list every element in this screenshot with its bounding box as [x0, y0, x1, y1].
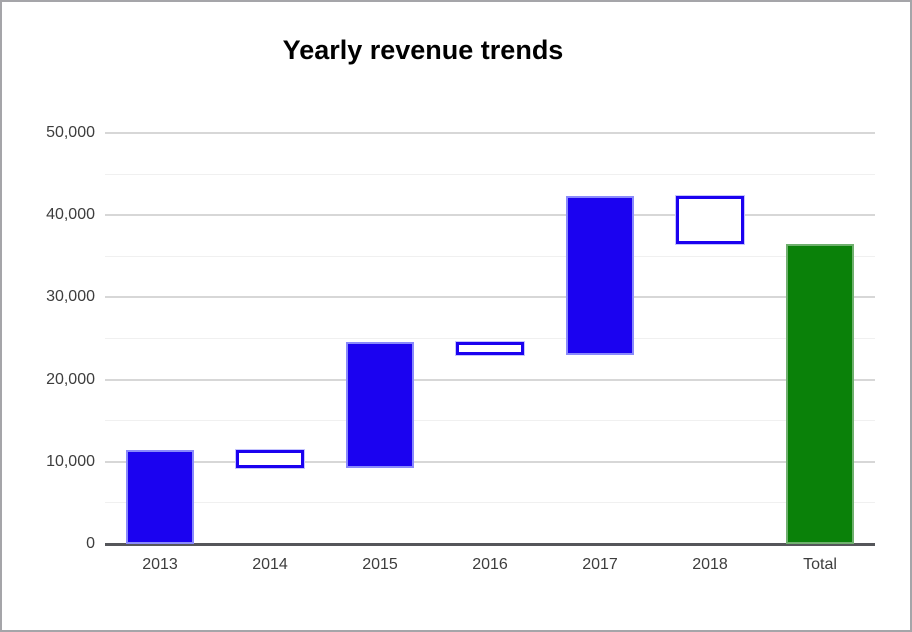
waterfall-bar-2016[interactable] — [456, 341, 524, 355]
x-axis-baseline — [105, 542, 875, 546]
y-tick-label-30000: 30,000 — [46, 288, 95, 306]
x-label-2014: 2014 — [252, 556, 288, 573]
x-label-2016: 2016 — [472, 556, 508, 573]
gridline-20000 — [105, 378, 875, 381]
plot-area — [105, 107, 875, 546]
x-label-2015: 2015 — [362, 556, 398, 573]
waterfall-bar-2018[interactable] — [676, 196, 744, 244]
gridline-15000 — [105, 420, 875, 422]
waterfall-bar-2014[interactable] — [236, 450, 304, 469]
gridline-25000 — [105, 338, 875, 339]
y-tick-label-40000: 40,000 — [46, 206, 95, 224]
waterfall-bar-2017[interactable] — [566, 196, 634, 355]
x-label-2018: 2018 — [692, 556, 728, 573]
y-tick-label-0: 0 — [86, 535, 95, 552]
waterfall-bar-total[interactable] — [786, 243, 854, 544]
y-tick-label-10000: 10,000 — [46, 452, 95, 470]
x-label-total: Total — [803, 556, 837, 573]
gridline-40000 — [105, 214, 875, 217]
gridline-30000 — [105, 296, 875, 299]
gridline-10000 — [105, 460, 875, 463]
y-tick-label-20000: 20,000 — [46, 370, 95, 388]
chart-title: Yearly revenue trends — [282, 35, 564, 65]
x-label-2017: 2017 — [582, 556, 618, 573]
gridline-5000 — [105, 502, 875, 504]
gridline-50000 — [105, 132, 875, 134]
x-label-2013: 2013 — [142, 556, 178, 573]
gridline-35000 — [105, 255, 875, 257]
gridline-45000 — [105, 173, 875, 175]
y-tick-label-50000: 50,000 — [46, 124, 95, 141]
waterfall-bar-2015[interactable] — [346, 341, 414, 469]
waterfall-bar-2013[interactable] — [126, 450, 194, 544]
x-axis: 2013 2014 2015 2016 2017 2018 Total — [105, 554, 875, 576]
